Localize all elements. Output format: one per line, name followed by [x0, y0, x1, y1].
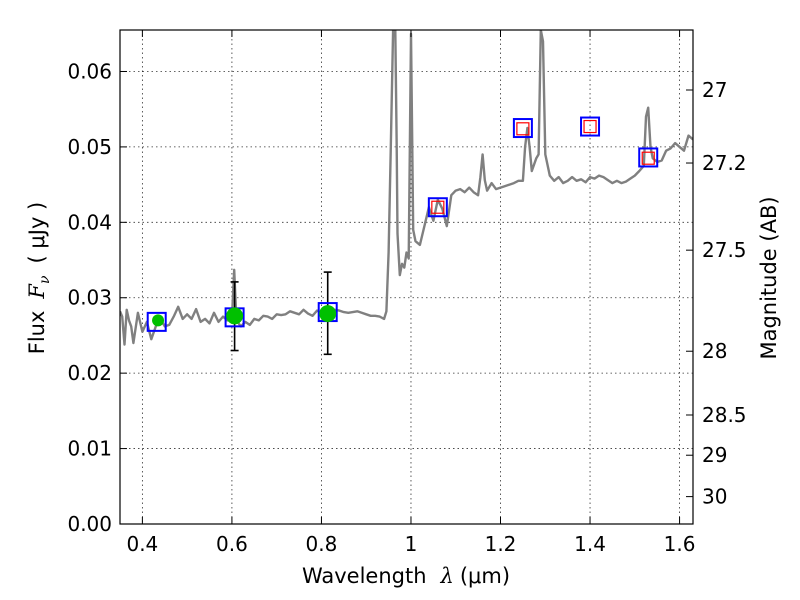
- magnitude-tick-label: 28.5: [702, 403, 747, 427]
- detected-point: [319, 305, 337, 323]
- magnitude-tick-label: 27.2: [702, 151, 747, 175]
- model-sed-line: [120, 30, 693, 346]
- y-tick-label: 0.03: [67, 286, 112, 310]
- upper-limit-square: [583, 119, 597, 134]
- marker-layer: [146, 116, 659, 356]
- detected-point: [152, 314, 165, 327]
- upper-limit-square: [516, 122, 530, 136]
- x-axis: 0.4 0.6 0.8 1 1.2 1.4 1.6: [126, 30, 695, 556]
- y-tick-label: 0.01: [67, 437, 112, 461]
- model-photometry-square: [638, 147, 659, 168]
- x-axis-label: Wavelength λ (μm): [302, 564, 510, 588]
- y-tick-label: 0.04: [67, 210, 112, 234]
- model-photometry-square: [427, 197, 448, 218]
- y-tick-label: 0.05: [67, 135, 112, 159]
- x-tick-label: 0.8: [306, 532, 338, 556]
- grid: [120, 30, 693, 525]
- magnitude-tick-label: 29: [702, 443, 727, 467]
- y-tick-label: 0.06: [67, 59, 112, 83]
- y-tick-label: 0.02: [67, 361, 112, 385]
- magnitude-axis-label: Magnitude (AB): [757, 196, 781, 359]
- model-photometry-square: [146, 311, 167, 332]
- y-axis: 0.00 0.01 0.02 0.03 0.04 0.05 0.06: [67, 59, 127, 536]
- plot-frame: [119, 29, 694, 525]
- magnitude-tick-label: 27: [702, 78, 727, 102]
- model-photometry-square: [512, 118, 533, 139]
- y-axis-label: FluxFν( μJy ): [25, 202, 53, 354]
- model-sed-layer: [120, 30, 693, 346]
- magnitude-axis: 27 27.2 27.5 28 28.5 29 30: [686, 78, 747, 509]
- x-tick-label: 1.2: [485, 532, 517, 556]
- model-photometry-square: [580, 116, 601, 137]
- magnitude-tick-label: 28: [702, 339, 727, 363]
- x-tick-label: 0.6: [216, 532, 248, 556]
- y-tick-label: 0.00: [67, 512, 112, 536]
- detected-point: [226, 307, 244, 325]
- upper-limit-square: [641, 151, 655, 165]
- x-tick-label: 1.4: [574, 532, 606, 556]
- magnitude-tick-label: 30: [702, 485, 727, 509]
- x-tick-label: 1: [405, 532, 418, 556]
- x-tick-label: 0.4: [126, 532, 158, 556]
- magnitude-tick-label: 27.5: [702, 238, 747, 262]
- x-tick-label: 1.6: [664, 532, 696, 556]
- upper-limit-square: [431, 200, 445, 214]
